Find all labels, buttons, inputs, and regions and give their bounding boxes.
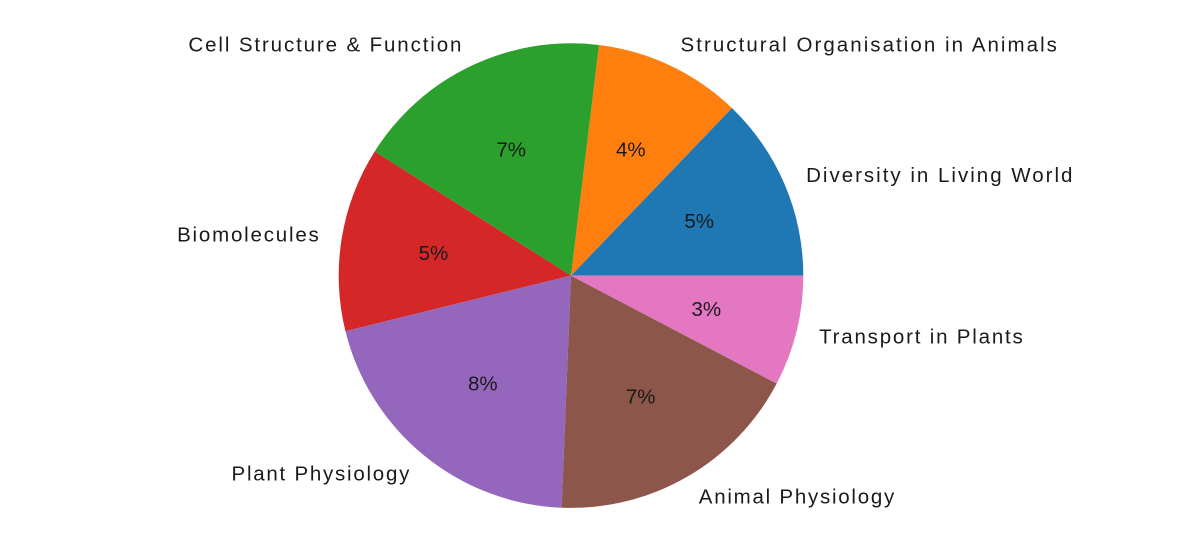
svg-text:Diversity in Living World: Diversity in Living World <box>806 164 1074 187</box>
svg-text:Biomolecules: Biomolecules <box>177 223 321 246</box>
svg-text:Structural Organisation in Ani: Structural Organisation in Animals <box>681 34 1059 57</box>
svg-text:8%: 8% <box>468 373 498 396</box>
svg-text:7%: 7% <box>626 385 656 408</box>
svg-text:5%: 5% <box>419 242 449 265</box>
svg-text:7%: 7% <box>496 139 526 162</box>
svg-text:Animal Physiology: Animal Physiology <box>699 486 896 509</box>
svg-text:Cell Structure & Function: Cell Structure & Function <box>188 34 463 57</box>
svg-text:3%: 3% <box>691 298 721 321</box>
svg-text:4%: 4% <box>616 139 646 162</box>
svg-text:Plant Physiology: Plant Physiology <box>232 462 412 485</box>
svg-text:Transport in Plants: Transport in Plants <box>819 326 1025 349</box>
svg-text:5%: 5% <box>684 210 714 233</box>
